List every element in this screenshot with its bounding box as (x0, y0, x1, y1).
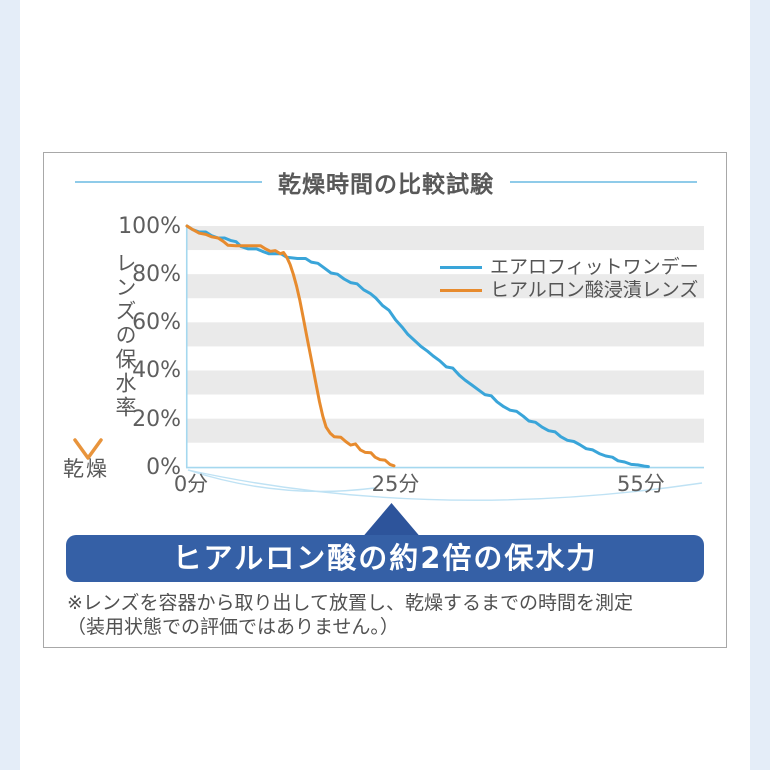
drying-arrow-head (73, 438, 103, 460)
right-background-strip (750, 0, 770, 770)
annotation-arc-25min (187, 469, 375, 493)
y-tick-label: 60% (132, 310, 181, 336)
series-line-0 (185, 224, 650, 469)
grid-stripe-band (186, 274, 704, 299)
footnote: ※レンズを容器から取り出して放置し、乾燥するまでの時間を測定 （装用状態での評価… (67, 591, 687, 640)
y-tick-label: 0% (146, 454, 181, 480)
legend-item-hyaluronic: ヒアルロン酸浸漬レンズ (440, 279, 699, 302)
y-tick-label: 40% (132, 358, 181, 384)
card-title-row: 乾燥時間の比較試験 (75, 168, 697, 198)
grid-stripe-band (186, 226, 704, 251)
legend-item-aerofit: エアロフィットワンデー (440, 256, 699, 279)
legend-label: ヒアルロン酸浸漬レンズ (490, 279, 699, 301)
title-rule-left (75, 181, 262, 183)
chart-title: 乾燥時間の比較試験 (278, 172, 494, 198)
y-axis-caption: レンズの保水率 (113, 252, 137, 420)
grid-stripe-band (186, 370, 704, 395)
series-line-1 (185, 224, 396, 468)
y-tick-label: 20% (132, 406, 181, 432)
y-tick-label: 80% (132, 262, 181, 288)
footnote-line-1: ※レンズを容器から取り出して放置し、乾燥するまでの時間を測定 (67, 592, 633, 614)
legend-label: エアロフィットワンデー (490, 256, 699, 278)
callout-text: ヒアルロン酸の約2倍の保水力 (172, 541, 598, 575)
x-tick-label: 25分 (371, 472, 420, 496)
legend-line-swatch-blue (440, 266, 482, 269)
chart-legend: エアロフィットワンデー ヒアルロン酸浸漬レンズ (440, 256, 699, 302)
grid-stripe-band (186, 322, 704, 347)
annotation-arc-55min (187, 469, 703, 501)
callout-pointer-triangle (363, 503, 420, 536)
dry-state-label: 乾燥 (63, 457, 109, 481)
left-background-strip (0, 0, 20, 770)
title-rule-right (510, 181, 697, 183)
callout-banner: ヒアルロン酸の約2倍の保水力 (66, 535, 704, 582)
x-tick-label: 0分 (173, 472, 209, 496)
x-tick-label: 55分 (617, 472, 665, 496)
legend-line-swatch-orange (440, 289, 482, 292)
grid-stripe-band (186, 418, 704, 443)
footnote-line-2: （装用状態での評価ではありません。） (67, 616, 399, 639)
y-tick-label: 100% (118, 214, 181, 239)
